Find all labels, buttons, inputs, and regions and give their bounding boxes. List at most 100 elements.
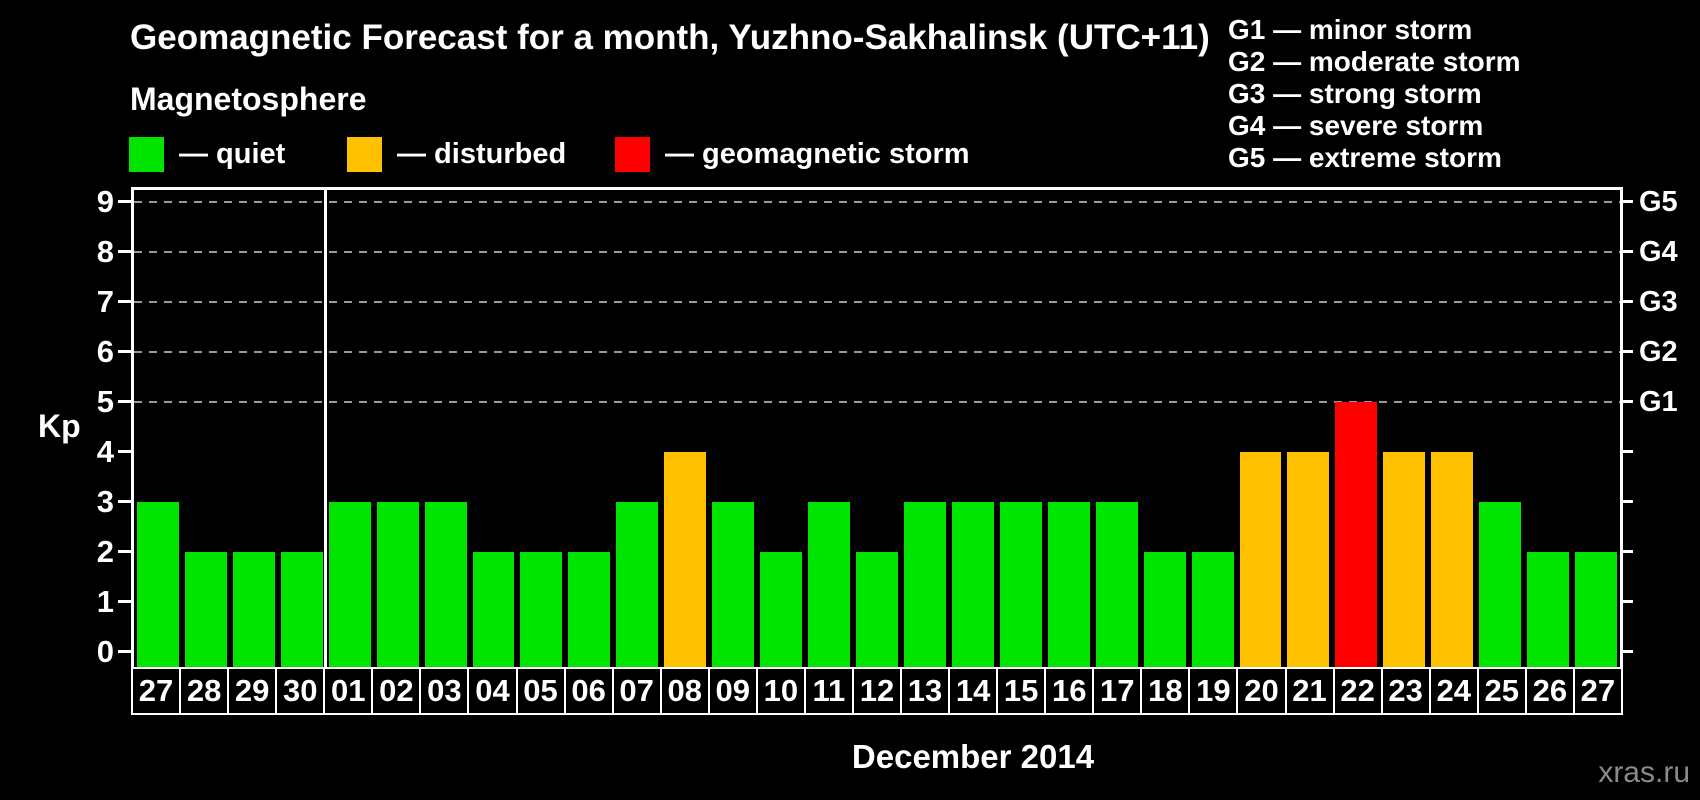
kp-tick-label: 3	[96, 484, 114, 519]
day-label: 13	[902, 669, 951, 713]
kp-bar	[808, 502, 851, 667]
day-label: 08	[662, 669, 710, 713]
legend-item-storm: — geomagnetic storm	[615, 137, 970, 172]
kp-tick-left	[118, 450, 131, 453]
kp-tick-label: 5	[96, 384, 114, 419]
kp-bar	[1527, 552, 1570, 667]
day-label: 24	[1431, 669, 1479, 713]
kp-bar	[903, 502, 946, 667]
day-label: 12	[854, 669, 902, 713]
day-label: 27	[133, 669, 182, 713]
kp-bar	[520, 552, 563, 667]
kp-tick-right	[1620, 450, 1633, 453]
kp-gridline	[134, 351, 1620, 353]
day-label: 01	[325, 669, 374, 713]
kp-tick-left	[118, 650, 131, 653]
kp-bar	[568, 552, 611, 667]
kp-tick-left	[118, 350, 131, 353]
kp-bar	[328, 502, 371, 667]
g-scale-label-g5: G5	[1639, 186, 1678, 218]
kp-bar	[1287, 452, 1330, 667]
kp-tick-right	[1620, 550, 1633, 553]
kp-tick-label: 0	[96, 634, 114, 669]
day-label: 16	[1046, 669, 1095, 713]
kp-tick-right	[1620, 600, 1633, 603]
kp-bar	[999, 502, 1042, 667]
day-label: 28	[181, 669, 230, 713]
kp-bar	[1479, 502, 1522, 667]
kp-bar	[376, 502, 419, 667]
kp-bar	[1575, 552, 1617, 667]
g-scale-label-g2: G2	[1639, 336, 1678, 368]
day-label: 26	[1527, 669, 1575, 713]
kp-tick-label: 4	[96, 434, 114, 469]
kp-tick-label: 1	[96, 584, 114, 619]
kp-tick-label: 8	[96, 234, 114, 269]
legend-label-storm: — geomagnetic storm	[665, 138, 970, 170]
kp-tick-right	[1620, 400, 1633, 403]
kp-tick-label: 7	[96, 284, 114, 319]
g-scale-legend-line-1: G1 — minor storm	[1228, 14, 1473, 45]
kp-bar	[951, 502, 994, 667]
kp-gridline	[134, 401, 1620, 403]
g-scale-label-g4: G4	[1639, 236, 1678, 268]
watermark: xras.ru	[1598, 756, 1690, 789]
kp-bar	[856, 552, 898, 667]
g-scale-legend-line-5: G5 — extreme storm	[1228, 142, 1502, 173]
day-label: 19	[1190, 669, 1239, 713]
day-label: 11	[806, 669, 854, 713]
day-label: 07	[614, 669, 662, 713]
day-axis: 27 28 29 30 01 02 03 04 05 06 07 08 09 10 11 12 13 14 15 16…	[131, 667, 1623, 715]
kp-bar	[472, 552, 515, 667]
kp-bar	[1095, 502, 1138, 667]
kp-axis-label: Kp	[38, 408, 81, 444]
kp-tick-right	[1620, 200, 1633, 203]
day-label: 27	[1580, 673, 1616, 708]
disturbed-swatch	[347, 137, 382, 172]
kp-bar	[1335, 402, 1378, 667]
kp-bar	[760, 552, 803, 667]
kp-bar	[664, 452, 707, 667]
day-label: 14	[950, 669, 999, 713]
day-label: 23	[1383, 669, 1431, 713]
kp-tick-left	[118, 250, 131, 253]
kp-bar	[1047, 502, 1090, 667]
kp-tick-label: 2	[96, 534, 114, 569]
kp-tick-left	[118, 400, 131, 403]
day-label: 20	[1238, 669, 1287, 713]
day-label: 09	[710, 669, 758, 713]
magnetosphere-label: Magnetosphere	[130, 81, 367, 117]
day-label: 21	[1287, 669, 1335, 713]
kp-tick-left	[118, 500, 131, 503]
day-label: 10	[758, 669, 806, 713]
quiet-swatch	[129, 137, 164, 172]
g-scale-legend-line-2: G2 — moderate storm	[1228, 46, 1521, 77]
month-separator-line	[324, 190, 328, 667]
kp-bar	[1143, 552, 1186, 667]
kp-tick-left	[118, 550, 131, 553]
day-label: 06	[566, 669, 614, 713]
kp-tick-label: 9	[96, 184, 114, 219]
g-scale-legend-line-3: G3 — strong storm	[1228, 78, 1482, 109]
day-label: 25	[1479, 669, 1527, 713]
kp-bar	[137, 502, 179, 667]
kp-bar	[280, 552, 323, 667]
legend-label-disturbed: — disturbed	[397, 138, 567, 170]
day-label: 22	[1335, 669, 1383, 713]
legend-item-disturbed: — disturbed	[347, 137, 566, 172]
kp-tick-right	[1620, 300, 1633, 303]
kp-bar	[1431, 452, 1474, 667]
kp-tick-left	[118, 200, 131, 203]
kp-gridline	[134, 251, 1620, 253]
g-scale-legend: G1 — minor storm G2 — moderate storm G3 — …	[1228, 14, 1521, 174]
g-scale-label-g1: G1	[1639, 386, 1678, 418]
month-axis-title: December 2014	[851, 738, 1095, 775]
day-label: 02	[373, 669, 422, 713]
day-label: 04	[469, 669, 518, 713]
day-label: 29	[229, 669, 278, 713]
g-scale-label-g3: G3	[1639, 286, 1678, 318]
kp-tick-right	[1620, 250, 1633, 253]
legend-label-quiet: — quiet	[179, 138, 286, 170]
kp-bar	[712, 502, 755, 667]
